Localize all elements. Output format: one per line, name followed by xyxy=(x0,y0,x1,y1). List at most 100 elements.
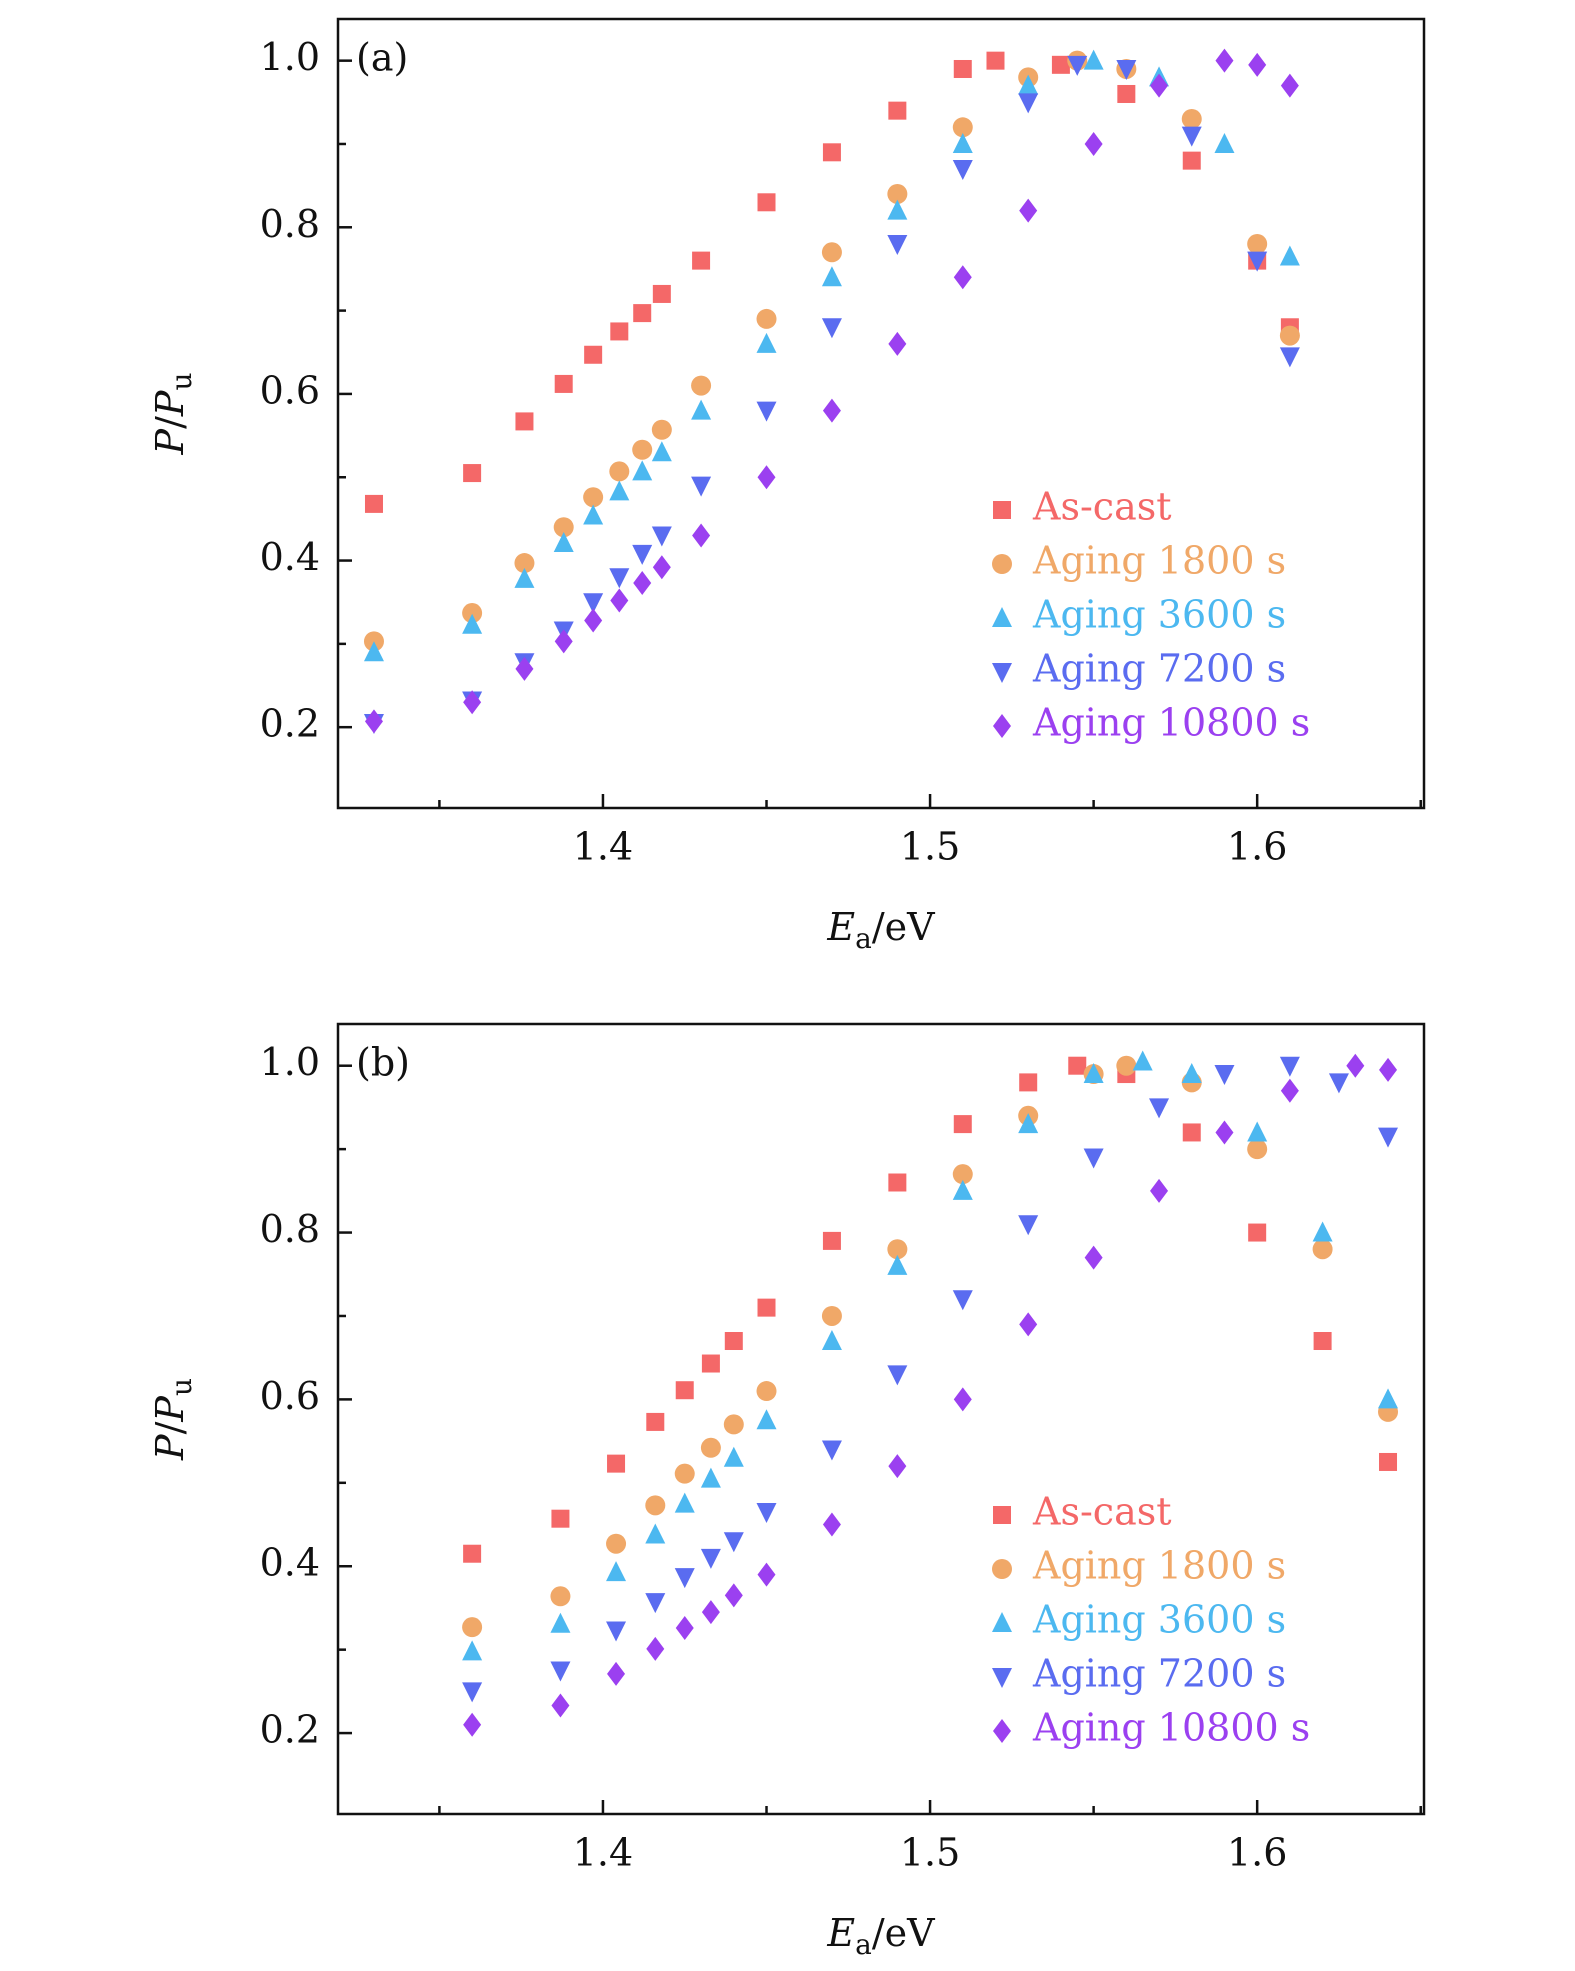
marker xyxy=(887,234,908,255)
marker xyxy=(757,193,776,212)
marker xyxy=(1117,84,1136,103)
legend-marker xyxy=(993,1719,1011,1743)
marker xyxy=(584,345,603,364)
marker xyxy=(652,555,671,580)
x-axis-label-part: /eV xyxy=(872,905,935,949)
legend-marker xyxy=(992,1559,1012,1579)
y-tick-label: 0.6 xyxy=(260,1374,320,1418)
marker xyxy=(550,1612,571,1633)
marker xyxy=(1378,1127,1399,1148)
legend-marker xyxy=(993,714,1011,738)
marker xyxy=(632,460,653,481)
legend-label: Aging 3600 s xyxy=(1032,593,1286,637)
marker xyxy=(645,1495,666,1516)
legend-label: Aging 10800 s xyxy=(1032,701,1310,745)
marker xyxy=(756,1503,777,1524)
marker xyxy=(821,1440,842,1461)
marker xyxy=(1018,1215,1039,1236)
marker xyxy=(1019,198,1038,223)
marker xyxy=(691,476,712,497)
plot-frame xyxy=(336,17,1426,810)
x-axis-label-part: a xyxy=(855,922,872,955)
marker xyxy=(952,1164,973,1185)
marker xyxy=(462,1617,483,1638)
marker xyxy=(701,1354,720,1373)
marker xyxy=(645,1523,666,1544)
marker xyxy=(674,1463,695,1484)
y-tick-label: 0.4 xyxy=(260,535,320,579)
marker xyxy=(1116,1055,1137,1076)
marker xyxy=(554,374,573,393)
y-axis-label-part: P xyxy=(148,428,192,456)
marker xyxy=(1084,1245,1103,1270)
marker xyxy=(1019,1073,1038,1092)
marker xyxy=(700,1437,721,1458)
legend-marker xyxy=(992,1612,1012,1632)
y-axis-label-part: P xyxy=(148,1433,192,1461)
marker xyxy=(887,1254,908,1275)
marker xyxy=(1312,1221,1333,1242)
marker xyxy=(1149,1098,1170,1119)
legend-label: As-cast xyxy=(1032,485,1172,529)
marker xyxy=(757,1298,776,1317)
panel-label: (b) xyxy=(356,1041,410,1085)
marker xyxy=(1247,233,1268,254)
marker xyxy=(651,526,672,547)
x-axis-label: Ea/eV xyxy=(826,1911,935,1961)
marker xyxy=(462,603,483,624)
marker xyxy=(363,641,384,662)
marker xyxy=(887,183,908,204)
legend-label: Aging 7200 s xyxy=(1032,647,1286,691)
marker xyxy=(724,1332,743,1351)
marker xyxy=(1248,52,1267,77)
marker xyxy=(1018,1113,1039,1134)
marker xyxy=(584,608,603,633)
marker xyxy=(953,59,972,78)
marker xyxy=(674,1568,695,1589)
marker xyxy=(463,464,482,483)
marker xyxy=(701,1600,720,1625)
marker xyxy=(364,494,383,513)
marker xyxy=(675,1615,694,1640)
marker xyxy=(757,1562,776,1587)
y-tick-label: 1.0 xyxy=(260,35,320,79)
y-tick-label: 0.4 xyxy=(260,1541,320,1585)
marker xyxy=(700,1548,721,1569)
y-tick-label: 0.2 xyxy=(260,702,320,746)
legend-label: Aging 1800 s xyxy=(1032,1544,1286,1588)
legend-label: Aging 7200 s xyxy=(1032,1652,1286,1696)
marker xyxy=(700,1467,721,1488)
marker xyxy=(821,318,842,339)
marker xyxy=(606,1561,627,1582)
marker xyxy=(1051,55,1070,74)
marker xyxy=(1247,1121,1268,1142)
x-tick-label: 1.5 xyxy=(900,1831,960,1875)
marker xyxy=(952,159,973,180)
marker xyxy=(1247,251,1268,272)
marker xyxy=(756,308,777,329)
marker xyxy=(553,532,574,553)
marker xyxy=(1182,1123,1201,1142)
y-axis-label: P/Pu xyxy=(148,372,198,455)
marker xyxy=(952,1179,973,1200)
marker xyxy=(1280,1078,1299,1103)
marker xyxy=(756,1381,777,1402)
y-tick-label: 1.0 xyxy=(260,1040,320,1084)
marker xyxy=(756,401,777,422)
marker xyxy=(1379,1452,1398,1471)
x-tick-label: 1.4 xyxy=(573,825,633,869)
marker xyxy=(551,1693,570,1718)
marker xyxy=(632,439,653,460)
y-tick-label: 0.6 xyxy=(260,368,320,412)
marker xyxy=(821,1305,842,1326)
marker xyxy=(1215,1120,1234,1145)
marker xyxy=(646,1412,665,1431)
marker xyxy=(887,199,908,220)
marker xyxy=(1132,1050,1153,1071)
marker xyxy=(1328,1073,1349,1094)
plot-frame xyxy=(336,1022,1426,1816)
x-axis-label-part: E xyxy=(826,905,855,949)
x-tick-label: 1.6 xyxy=(1227,825,1287,869)
marker xyxy=(514,567,535,588)
marker xyxy=(1346,1053,1365,1078)
